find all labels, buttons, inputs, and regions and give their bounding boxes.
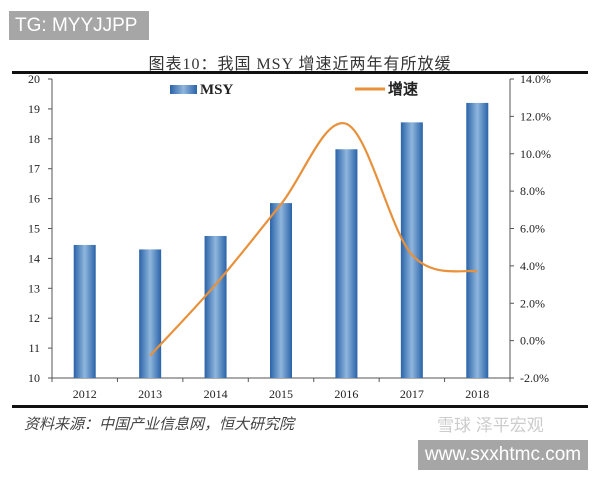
left-tick-label: 14	[28, 251, 40, 265]
right-tick-label: 14.0%	[520, 72, 551, 86]
right-tick-label: 10.0%	[520, 147, 551, 161]
left-tick-label: 15	[28, 222, 40, 236]
watermark-bottom: www.sxxhtmc.com	[418, 440, 588, 470]
left-tick-label: 19	[28, 102, 40, 116]
bar-msy-2018	[466, 102, 489, 379]
left-tick-label: 17	[28, 162, 40, 176]
bar-msy-2016	[335, 149, 358, 378]
bar-msy-2014	[204, 235, 227, 378]
left-tick-label: 20	[28, 72, 40, 86]
x-tick-label: 2012	[73, 387, 97, 401]
bar-msy-2013	[139, 249, 162, 378]
left-tick-label: 10	[28, 371, 40, 385]
x-tick-label: 2013	[138, 387, 162, 401]
chart-title: 图表10：我国 MSY 增速近两年有所放缓	[148, 56, 452, 73]
legend-label-growth: 增速	[388, 80, 418, 98]
bar-msy-2017	[400, 122, 423, 378]
x-tick-label: 2016	[334, 387, 358, 401]
x-tick-label: 2018	[465, 387, 489, 401]
top-rule	[12, 71, 588, 74]
bar-msy-2015	[270, 203, 292, 378]
right-tick-label: 12.0%	[520, 109, 551, 123]
left-tick-label: 13	[28, 281, 40, 295]
watermark-top: TG: MYYJJPP	[9, 11, 149, 40]
x-tick-label: 2015	[269, 387, 293, 401]
right-tick-label: 6.0%	[520, 222, 545, 236]
x-tick-label: 2017	[400, 387, 424, 401]
watermark-logo: 雪球 泽平宏观	[437, 416, 544, 435]
right-tick-label: 4.0%	[520, 259, 545, 273]
x-tick-label: 2014	[204, 387, 228, 401]
left-tick-label: 18	[28, 132, 40, 146]
legend-swatch-msy	[170, 85, 197, 94]
source-note: 资料来源：中国产业信息网，恒大研究院	[24, 417, 295, 433]
left-tick-label: 16	[28, 192, 40, 206]
right-tick-label: 0.0%	[520, 334, 545, 348]
left-tick-label: 12	[28, 311, 40, 325]
right-tick-label: 8.0%	[520, 184, 545, 198]
right-tick-label: 2.0%	[520, 296, 545, 310]
bar-msy-2012	[73, 244, 96, 378]
legend-label-msy: MSY	[200, 82, 234, 98]
bottom-rule	[12, 405, 588, 408]
left-tick-label: 11	[28, 341, 40, 355]
right-tick-label: -2.0%	[520, 371, 549, 385]
line-growth	[149, 122, 478, 357]
